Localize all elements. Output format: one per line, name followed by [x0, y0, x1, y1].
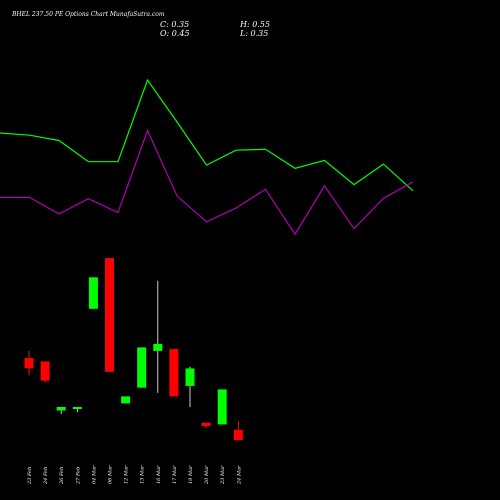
candle [217, 389, 227, 425]
candle-body [169, 349, 179, 397]
candle-body [153, 343, 163, 351]
candle-body [40, 361, 50, 381]
high-value: H: 0.55 [239, 20, 270, 29]
x-tick-label: 24 Feb [43, 467, 49, 485]
candle-body [121, 396, 131, 404]
close-value: C: 0.35 [160, 20, 189, 29]
x-tick-label: 13 Mar [140, 465, 146, 484]
candles [24, 258, 243, 441]
chart-title: BHEL 237.50 PE Options Chart MunafaSutra… [11, 11, 165, 18]
overlay-lines [0, 78, 414, 236]
x-tick-label: 17 Mar [172, 465, 178, 484]
candle-body [185, 368, 195, 386]
x-tick-label: 20 Mar [204, 465, 210, 485]
candle [24, 350, 34, 376]
candle-body [24, 357, 34, 369]
x-axis-ticks: 23 Feb 24 Feb 26 Feb 27 Feb 04 Mar 06 Mar 12 M… [27, 465, 242, 485]
low-value: L: 0.35 [239, 29, 268, 38]
x-tick-label: 24 Mar [236, 465, 242, 485]
x-tick-label: 27 Feb [75, 467, 81, 485]
x-tick-label: 23 Mar [220, 465, 226, 485]
x-tick-label: 16 Mar [156, 465, 162, 484]
candle [72, 406, 82, 413]
candle [153, 280, 163, 393]
candle [121, 396, 131, 404]
candle [40, 361, 50, 383]
candle-body [201, 422, 211, 427]
x-tick-label: 12 Mar [124, 465, 130, 484]
candle [56, 406, 66, 414]
green-line-series [0, 78, 414, 192]
x-tick-label: 26 Feb [59, 467, 65, 485]
open-value: O: 0.45 [160, 29, 190, 38]
candle-body [217, 389, 227, 425]
candle-body [56, 407, 66, 411]
candle-body [233, 429, 243, 441]
candle [88, 277, 98, 309]
candle-body [88, 277, 98, 309]
x-tick-label: 04 Mar [91, 465, 97, 484]
candle [233, 420, 243, 441]
x-tick-label: 23 Feb [27, 467, 33, 485]
candle-body [105, 258, 114, 372]
candle [169, 349, 179, 397]
purple-line-series [0, 128, 414, 236]
x-tick-label: 06 Mar [108, 465, 114, 484]
candle-body [72, 407, 82, 409]
candle [105, 258, 114, 372]
candle [185, 366, 195, 407]
candle-body [137, 347, 147, 388]
candle [137, 347, 147, 388]
candle [201, 422, 211, 428]
x-tick-label: 19 Mar [188, 465, 194, 484]
